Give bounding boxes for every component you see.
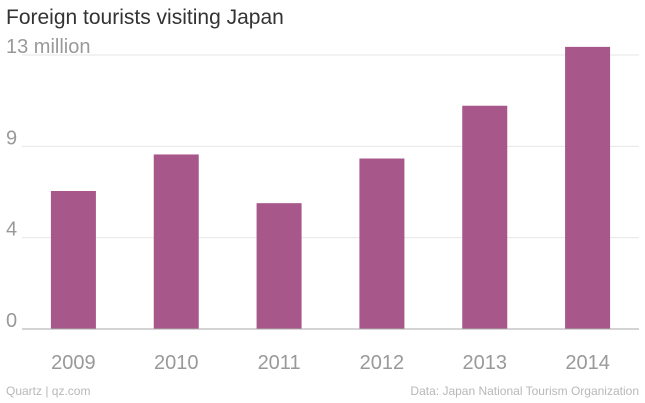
- y-tick-label: 0: [6, 310, 17, 332]
- chart-title: Foreign tourists visiting Japan: [6, 6, 284, 29]
- y-tick-label: 13 million: [6, 36, 90, 58]
- x-tick-label: 2014: [565, 352, 610, 374]
- bar-2013: [462, 105, 508, 329]
- x-tick-label: 2011: [258, 352, 301, 374]
- y-tick-labels: 0 4 9 13 million: [6, 36, 90, 332]
- bar-2011: [256, 203, 302, 329]
- y-tick-label: 9: [6, 127, 17, 149]
- x-tick-label: 2009: [51, 352, 96, 374]
- x-tick-label: 2010: [154, 352, 199, 374]
- footer-source: Data: Japan National Tourism Organizatio…: [410, 384, 639, 398]
- bar-2012: [359, 158, 405, 329]
- bar-2009: [50, 190, 96, 329]
- grid-lines: [22, 54, 639, 239]
- footer-credit: Quartz | qz.com: [6, 384, 91, 398]
- y-tick-label: 4: [6, 219, 17, 241]
- x-tick-label: 2013: [463, 352, 508, 374]
- bars: [50, 46, 611, 330]
- bar-2014: [565, 46, 611, 330]
- x-tick-label: 2012: [360, 352, 405, 374]
- bar-2010: [153, 154, 199, 329]
- x-tick-labels: 2009 2010 2011 2012 2013 2014: [51, 352, 610, 374]
